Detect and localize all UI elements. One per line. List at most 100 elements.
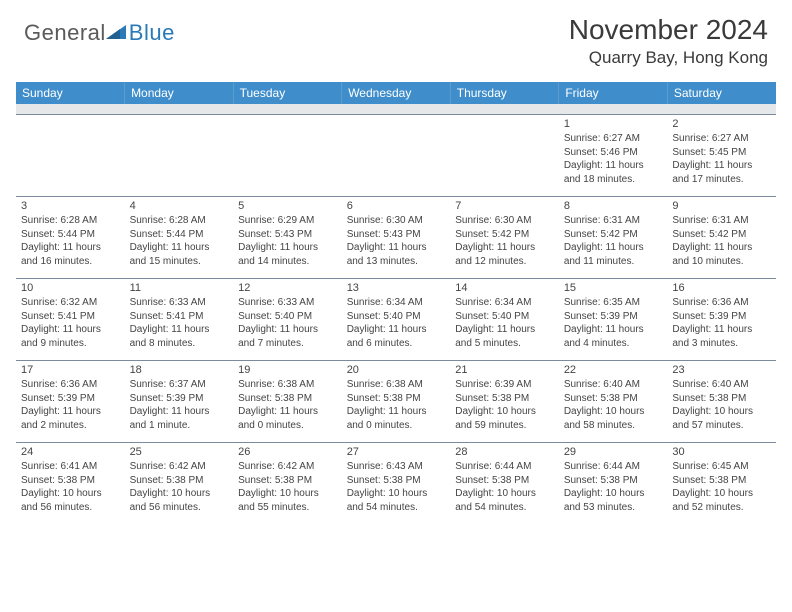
daylight-text: Daylight: 11 hours [564,241,663,255]
sunrise-text: Sunrise: 6:31 AM [672,214,771,228]
day-number: 4 [130,199,229,214]
sunrise-text: Sunrise: 6:42 AM [238,460,337,474]
day-number: 6 [347,199,446,214]
sunrise-text: Sunrise: 6:41 AM [21,460,120,474]
sunset-text: Sunset: 5:42 PM [455,228,554,242]
day-number: 19 [238,363,337,378]
daylight-text: Daylight: 11 hours [130,241,229,255]
daylight-text: Daylight: 11 hours [672,323,771,337]
day-number: 11 [130,281,229,296]
sunrise-text: Sunrise: 6:32 AM [21,296,120,310]
sunset-text: Sunset: 5:43 PM [238,228,337,242]
sunset-text: Sunset: 5:38 PM [347,392,446,406]
sunset-text: Sunset: 5:38 PM [564,474,663,488]
sunrise-text: Sunrise: 6:30 AM [347,214,446,228]
sunset-text: Sunset: 5:42 PM [672,228,771,242]
daylight-text: Daylight: 10 hours [21,487,120,501]
day-number: 28 [455,445,554,460]
day-number: 9 [672,199,771,214]
calendar-body: 1Sunrise: 6:27 AMSunset: 5:46 PMDaylight… [16,104,776,524]
daylight-text: and 56 minutes. [130,501,229,515]
calendar-day-cell: 24Sunrise: 6:41 AMSunset: 5:38 PMDayligh… [16,442,125,524]
daylight-text: Daylight: 11 hours [130,323,229,337]
sunrise-text: Sunrise: 6:34 AM [455,296,554,310]
sunset-text: Sunset: 5:38 PM [238,474,337,488]
logo-triangle-icon [106,23,126,44]
calendar-day-cell: 4Sunrise: 6:28 AMSunset: 5:44 PMDaylight… [125,196,234,278]
day-number: 29 [564,445,663,460]
day-number: 7 [455,199,554,214]
daylight-text: Daylight: 10 hours [564,487,663,501]
daylight-text: and 0 minutes. [238,419,337,433]
calendar-day-cell: 18Sunrise: 6:37 AMSunset: 5:39 PMDayligh… [125,360,234,442]
day-number: 1 [564,117,663,132]
sunrise-text: Sunrise: 6:33 AM [238,296,337,310]
calendar-day-cell: 14Sunrise: 6:34 AMSunset: 5:40 PMDayligh… [450,278,559,360]
sunrise-text: Sunrise: 6:27 AM [564,132,663,146]
sunset-text: Sunset: 5:38 PM [130,474,229,488]
calendar-day-cell: 9Sunrise: 6:31 AMSunset: 5:42 PMDaylight… [667,196,776,278]
sunrise-text: Sunrise: 6:36 AM [21,378,120,392]
calendar-day-cell: 1Sunrise: 6:27 AMSunset: 5:46 PMDaylight… [559,114,668,196]
sunset-text: Sunset: 5:42 PM [564,228,663,242]
daylight-text: Daylight: 10 hours [455,405,554,419]
daylight-text: Daylight: 11 hours [347,405,446,419]
logo-text-general: General [24,20,106,46]
daylight-text: Daylight: 10 hours [238,487,337,501]
calendar-day-cell: 12Sunrise: 6:33 AMSunset: 5:40 PMDayligh… [233,278,342,360]
daylight-text: Daylight: 11 hours [21,323,120,337]
sunrise-text: Sunrise: 6:37 AM [130,378,229,392]
day-number: 18 [130,363,229,378]
calendar-table: SundayMondayTuesdayWednesdayThursdayFrid… [16,82,776,524]
day-number: 13 [347,281,446,296]
daylight-text: and 53 minutes. [564,501,663,515]
day-number: 2 [672,117,771,132]
sunset-text: Sunset: 5:43 PM [347,228,446,242]
daylight-text: and 6 minutes. [347,337,446,351]
month-title: November 2024 [569,14,768,46]
sunrise-text: Sunrise: 6:40 AM [672,378,771,392]
day-number: 20 [347,363,446,378]
daylight-text: and 11 minutes. [564,255,663,269]
sunrise-text: Sunrise: 6:35 AM [564,296,663,310]
calendar-day-cell: 25Sunrise: 6:42 AMSunset: 5:38 PMDayligh… [125,442,234,524]
sunrise-text: Sunrise: 6:36 AM [672,296,771,310]
daylight-text: and 59 minutes. [455,419,554,433]
sunset-text: Sunset: 5:38 PM [672,474,771,488]
logo-text-blue: Blue [129,20,175,46]
calendar-week-row: 17Sunrise: 6:36 AMSunset: 5:39 PMDayligh… [16,360,776,442]
daylight-text: and 12 minutes. [455,255,554,269]
sunset-text: Sunset: 5:39 PM [672,310,771,324]
calendar-week-row: 3Sunrise: 6:28 AMSunset: 5:44 PMDaylight… [16,196,776,278]
day-number: 21 [455,363,554,378]
weekday-header: Thursday [450,82,559,104]
sunrise-text: Sunrise: 6:38 AM [347,378,446,392]
day-number: 26 [238,445,337,460]
daylight-text: and 8 minutes. [130,337,229,351]
location-title: Quarry Bay, Hong Kong [569,48,768,68]
sunset-text: Sunset: 5:38 PM [21,474,120,488]
daylight-text: and 9 minutes. [21,337,120,351]
calendar-day-cell: 21Sunrise: 6:39 AMSunset: 5:38 PMDayligh… [450,360,559,442]
calendar-day-cell: 3Sunrise: 6:28 AMSunset: 5:44 PMDaylight… [16,196,125,278]
daylight-text: and 55 minutes. [238,501,337,515]
daylight-text: and 54 minutes. [455,501,554,515]
daylight-text: Daylight: 10 hours [672,405,771,419]
calendar-empty-cell [16,114,125,196]
sunrise-text: Sunrise: 6:29 AM [238,214,337,228]
daylight-text: and 7 minutes. [238,337,337,351]
calendar-day-cell: 13Sunrise: 6:34 AMSunset: 5:40 PMDayligh… [342,278,451,360]
day-number: 22 [564,363,663,378]
daylight-text: and 54 minutes. [347,501,446,515]
calendar-day-cell: 29Sunrise: 6:44 AMSunset: 5:38 PMDayligh… [559,442,668,524]
sunrise-text: Sunrise: 6:34 AM [347,296,446,310]
calendar-day-cell: 6Sunrise: 6:30 AMSunset: 5:43 PMDaylight… [342,196,451,278]
daylight-text: and 4 minutes. [564,337,663,351]
sunset-text: Sunset: 5:40 PM [455,310,554,324]
daylight-text: and 3 minutes. [672,337,771,351]
weekday-header: Monday [125,82,234,104]
sunrise-text: Sunrise: 6:27 AM [672,132,771,146]
calendar-day-cell: 5Sunrise: 6:29 AMSunset: 5:43 PMDaylight… [233,196,342,278]
sunset-text: Sunset: 5:40 PM [347,310,446,324]
calendar-empty-cell [450,114,559,196]
